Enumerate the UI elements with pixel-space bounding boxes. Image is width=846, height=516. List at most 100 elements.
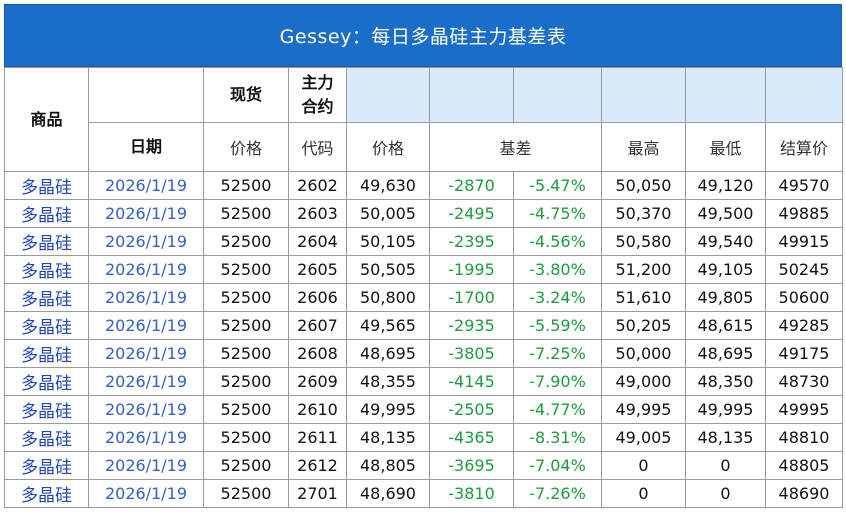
header-main-contract: 主力合约 [288,67,347,123]
cell-high: 50,000 [601,339,686,368]
cell-basis-pct: -7.25% [513,339,602,368]
cell-high: 50,370 [601,199,686,228]
cell-high: 51,610 [601,283,686,312]
cell-basis: -2505 [429,395,514,424]
cell-product: 多晶硅 [4,395,89,424]
cell-date: 2026/1/19 [88,199,204,228]
cell-high: 49,995 [601,395,686,424]
header-product: 商品 [4,67,89,172]
cell-high: 50,205 [601,311,686,340]
cell-spot: 52500 [203,339,289,368]
header-fill-low [685,67,766,123]
cell-date: 2026/1/19 [88,479,204,508]
cell-low: 48,135 [685,423,766,452]
header-fill-high [601,67,686,123]
cell-spot: 52500 [203,451,289,480]
cell-settle: 49885 [765,199,843,228]
cell-price: 48,805 [346,451,430,480]
cell-low: 49,500 [685,199,766,228]
cell-code: 2603 [288,199,347,228]
cell-high: 0 [601,479,686,508]
cell-settle: 48730 [765,367,843,396]
cell-price: 50,505 [346,255,430,284]
cell-basis: -3695 [429,451,514,480]
header-fill-basis1 [429,67,514,123]
cell-settle: 50600 [765,283,843,312]
cell-price: 49,995 [346,395,430,424]
cell-high: 49,005 [601,423,686,452]
cell-product: 多晶硅 [4,255,89,284]
cell-product: 多晶硅 [4,423,89,452]
cell-basis: -2395 [429,227,514,256]
cell-basis-pct: -7.90% [513,367,602,396]
cell-code: 2610 [288,395,347,424]
cell-code: 2701 [288,479,347,508]
cell-settle: 49995 [765,395,843,424]
cell-basis: -2495 [429,199,514,228]
cell-spot: 52500 [203,255,289,284]
cell-price: 49,630 [346,171,430,200]
header-price: 价格 [346,122,430,172]
cell-price: 48,695 [346,339,430,368]
cell-settle: 49285 [765,311,843,340]
cell-product: 多晶硅 [4,451,89,480]
cell-product: 多晶硅 [4,283,89,312]
cell-date: 2026/1/19 [88,171,204,200]
cell-date: 2026/1/19 [88,451,204,480]
header-spot: 现货 [203,67,289,123]
cell-basis: -3805 [429,339,514,368]
header-code: 代码 [288,122,347,172]
basis-table: 商品 现货 主力合约 日期 价格 代码 价格 基差 最高 最低 结算价 [4,67,843,508]
cell-product: 多晶硅 [4,367,89,396]
header-fill-basis2 [513,67,602,123]
header-settle: 结算价 [765,122,843,172]
cell-basis: -4145 [429,367,514,396]
table-row: 多晶硅 2026/1/19 52500 2606 50,800 -1700 -3.24% 51… [4,283,843,312]
cell-date: 2026/1/19 [88,367,204,396]
cell-settle: 49175 [765,339,843,368]
cell-code: 2607 [288,311,347,340]
cell-basis: -3810 [429,479,514,508]
cell-low: 49,805 [685,283,766,312]
cell-date: 2026/1/19 [88,395,204,424]
cell-date: 2026/1/19 [88,255,204,284]
cell-price: 50,800 [346,283,430,312]
header-basis: 基差 [429,122,602,172]
cell-low: 49,105 [685,255,766,284]
cell-code: 2608 [288,339,347,368]
header-fill-price [346,67,430,123]
cell-price: 50,005 [346,199,430,228]
cell-high: 50,050 [601,171,686,200]
cell-high: 0 [601,451,686,480]
cell-product: 多晶硅 [4,479,89,508]
cell-low: 49,120 [685,171,766,200]
cell-date: 2026/1/19 [88,311,204,340]
cell-basis-pct: -3.80% [513,255,602,284]
cell-settle: 49915 [765,227,843,256]
cell-date: 2026/1/19 [88,423,204,452]
cell-spot: 52500 [203,283,289,312]
cell-high: 50,580 [601,227,686,256]
cell-code: 2611 [288,423,347,452]
header-low: 最低 [685,122,766,172]
header-blank-date-top [88,67,204,123]
cell-product: 多晶硅 [4,339,89,368]
cell-date: 2026/1/19 [88,283,204,312]
cell-spot: 52500 [203,171,289,200]
cell-settle: 50245 [765,255,843,284]
cell-basis-pct: -5.59% [513,311,602,340]
cell-code: 2606 [288,283,347,312]
cell-spot: 52500 [203,227,289,256]
cell-price: 48,690 [346,479,430,508]
cell-price: 49,565 [346,311,430,340]
table-row: 多晶硅 2026/1/19 52500 2603 50,005 -2495 -4.75% 50… [4,199,843,228]
cell-high: 51,200 [601,255,686,284]
cell-low: 48,615 [685,311,766,340]
cell-price: 48,355 [346,367,430,396]
header-spot-price: 价格 [203,122,289,172]
cell-spot: 52500 [203,311,289,340]
table-row: 多晶硅 2026/1/19 52500 2701 48,690 -3810 -7.26% 0 0… [4,479,843,508]
cell-basis-pct: -3.24% [513,283,602,312]
cell-basis: -2870 [429,171,514,200]
cell-basis: -1700 [429,283,514,312]
